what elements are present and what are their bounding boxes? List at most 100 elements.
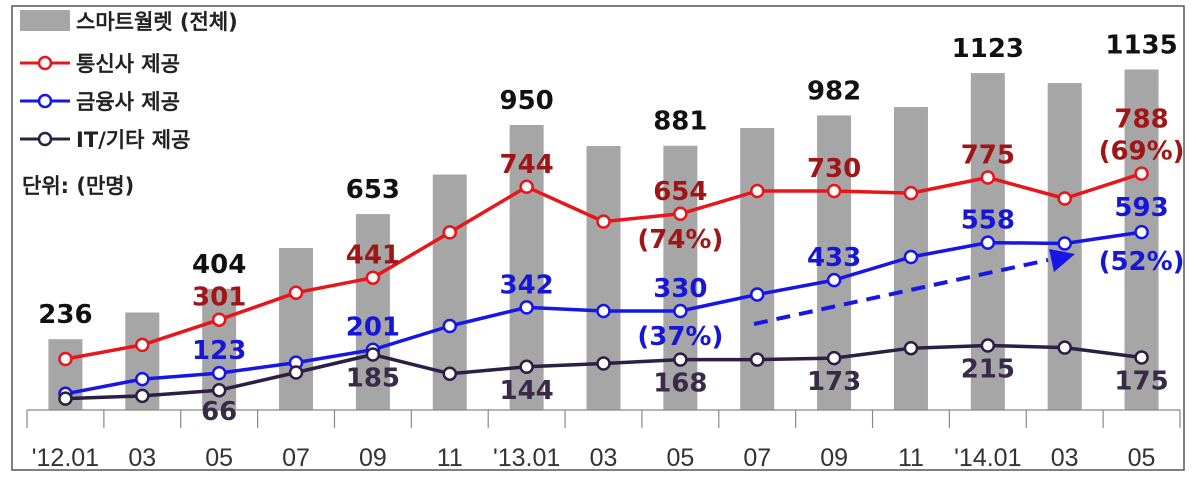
trend-arrow [753,249,1075,326]
bar-value-label: 982 [807,76,861,106]
series-0-point-13 [1057,191,1072,206]
series-0-point-6 [519,179,534,195]
x-axis: '12.01 03 05 07 09 11 '13.01 03 05 07 09 11 '14.01 03… [26,409,1181,472]
bar-4 [355,214,390,410]
series-1-value-label: 330 [653,274,707,304]
series-0-point-1 [135,337,150,353]
series-2-value-label: 144 [499,376,553,406]
bar-value-label: 950 [499,86,553,116]
series-1-value-label: 593 [1114,193,1168,223]
legend-item-telecom: 통신사 제공 [20,52,180,76]
series-1-point-13 [1057,236,1072,251]
series-1-value-label: 123 [192,336,246,366]
series-0-value-label: 654 [653,177,707,207]
series-1-point-6 [519,300,534,315]
series-0-share-note: (74%) [637,225,723,255]
unit-note: 단위: (만명) [22,174,134,198]
bar-9 [740,128,775,410]
bar-value-label: 1135 [1105,31,1177,61]
series-0-value-label: 788 [1114,105,1168,135]
legend-swatch-bars [20,10,70,31]
series-0-point-12 [980,170,996,185]
series-1-point-2 [211,365,227,381]
labels-layer: 236 404 653 950 881 982 1123 1135 301 441 744 654 73… [38,31,1184,428]
series-2-point-9 [749,352,765,367]
bar-value-label: 1123 [952,34,1024,64]
series-2-value-label: 215 [961,355,1015,385]
series-2-point-1 [135,388,150,404]
x-tick-label: 11 [437,444,463,472]
series-2-point-10 [826,350,842,366]
legend: 스마트월렛 (전체) 통신사 제공 금융사 제공 IT/기타 제공 단위: (만… [20,10,238,198]
series-0-point-0 [58,351,73,367]
legend-label-finance: 금융사 제공 [76,90,180,114]
x-tick-label: '13.01 [493,444,560,472]
series-1-point-7 [596,303,611,319]
series-1-point-1 [135,371,150,387]
bar-value-label: 881 [653,107,707,137]
series-1-share-note: (52%) [1099,247,1185,277]
legend-marker-telecom [37,55,53,71]
lines-layer [58,166,1149,406]
legend-label-telecom: 통신사 제공 [76,52,180,76]
series-2-value-label: 66 [201,397,237,427]
series-0-value-label: 775 [961,141,1015,171]
series-1-point-10 [826,272,842,288]
series-2-point-7 [596,356,611,371]
series-2-point-6 [519,359,534,375]
bar-value-label: 404 [192,250,246,280]
series-1-point-11 [903,249,919,265]
series-1-point-9 [749,287,765,302]
trend-arrow-head [1049,249,1075,272]
series-1-point-5 [442,318,458,334]
x-tick-label: 05 [205,444,233,472]
x-tick-label: '14.01 [954,444,1021,472]
series-2-point-3 [288,365,304,380]
series-0-value-label: 744 [499,150,553,180]
series-2-point-8 [673,352,688,367]
series-2-point-4 [365,347,381,362]
series-0-point-4 [365,270,381,285]
series-0-point-8 [673,206,688,222]
series-1-point-12 [980,235,996,250]
series-0-value-label: 730 [807,154,861,184]
legend-label-it: IT/기타 제공 [76,128,190,152]
x-tick-label: '12.01 [32,444,99,472]
series-1-value-label: 201 [346,313,400,343]
legend-label-bars: 스마트월렛 (전체) [76,10,238,34]
series-0-value-label: 301 [192,283,246,313]
x-tick-label: 05 [666,444,694,472]
series-2-point-2 [211,382,227,398]
series-1-point-8 [673,303,688,319]
legend-item-it: IT/기타 제공 [20,128,190,152]
legend-item-bars: 스마트월렛 (전체) [20,10,238,34]
series-0-point-10 [826,183,842,199]
x-tick-label: 05 [1128,444,1156,472]
series-0-point-3 [288,285,304,300]
series-2-point-12 [980,338,996,353]
series-0-point-5 [442,225,458,240]
bar-value-label: 653 [346,175,400,205]
series-2-point-14 [1134,350,1149,365]
bar-3 [279,248,314,410]
series-2-point-13 [1057,340,1072,355]
legend-marker-finance [37,93,53,109]
legend-marker-it [37,131,53,147]
series-1-value-label: 558 [961,206,1015,236]
x-tick-label: 07 [743,444,771,472]
x-tick-label: 11 [898,444,924,472]
x-tick-label: 07 [282,444,310,472]
series-2-point-0 [58,391,73,406]
series-0-value-label: 441 [346,241,400,271]
series-0-point-11 [903,185,919,201]
series-2-value-label: 173 [807,367,861,397]
x-tick-label: 09 [359,444,387,472]
x-tick-label: 03 [590,444,618,472]
x-tick-label: 03 [128,444,156,472]
trend-arrow-line [753,258,1049,326]
legend-item-finance: 금융사 제공 [20,90,180,114]
series-2-value-label: 185 [346,364,400,394]
x-tick-label: 03 [1051,444,1079,472]
series-2-point-5 [442,366,458,381]
